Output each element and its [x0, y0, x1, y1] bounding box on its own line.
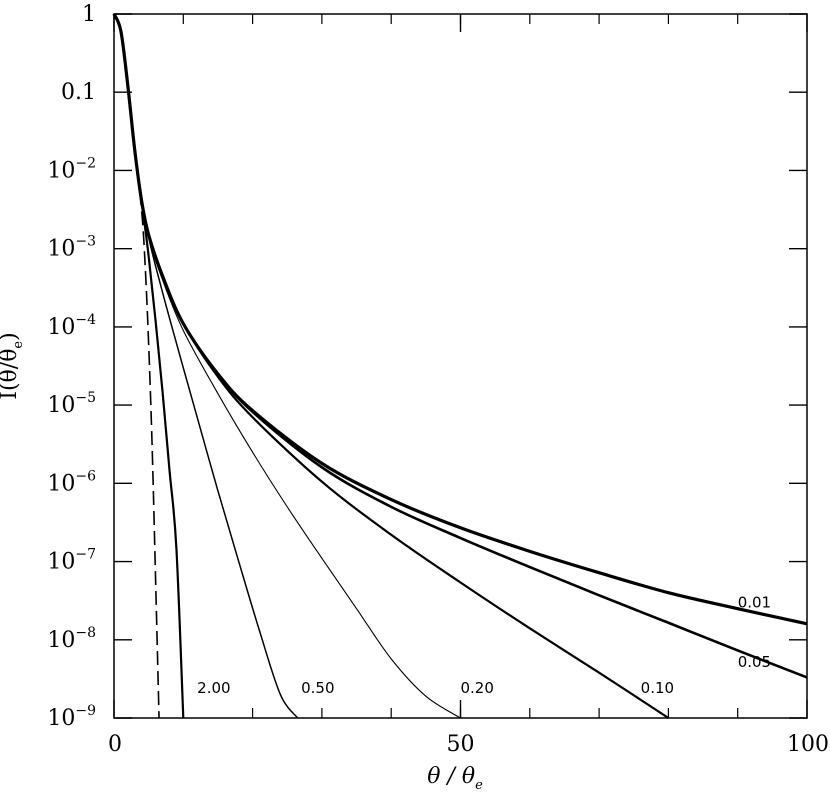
y-axis-title: I(θ/θe) [0, 332, 26, 399]
y-tick-label: 10−9 [47, 703, 96, 731]
y-tick-label: 0.1 [61, 80, 96, 105]
tick-labels: 0 50 100 1 0.1 10−2 10−3 10−4 10−5 10−6 10−7 10−8 10… [47, 2, 829, 757]
series-line-0-50 [113, 13, 299, 719]
y-tick-label: 10−3 [47, 234, 96, 262]
x-tick-label: 100 [787, 732, 829, 757]
series-line-0-01 [112, 13, 808, 626]
series-label: 0.50 [301, 679, 334, 697]
x-tick-label: 0 [108, 732, 122, 757]
y-tick-label: 1 [82, 2, 96, 27]
y-tick-label: 10−8 [47, 625, 96, 653]
series-label: 0.10 [641, 679, 674, 697]
series-line-0-20 [113, 13, 461, 719]
series-line-2-00 [112, 13, 185, 719]
series-line-0-05 [112, 13, 808, 679]
series-label: 0.01 [738, 593, 771, 611]
y-tick-label: 10−4 [47, 312, 96, 340]
series-label: 2.00 [197, 679, 230, 697]
plot-frame [113, 13, 808, 719]
series-line-0-10 [112, 13, 670, 719]
y-tick-label: 10−2 [47, 155, 96, 183]
x-tick-label: 50 [447, 732, 475, 757]
axis-ticks [113, 13, 808, 719]
y-tick-label: 10−7 [47, 547, 96, 575]
curves [112, 13, 808, 719]
curve-labels: 0.01 0.05 0.10 0.20 0.50 2.00 [197, 593, 771, 696]
x-axis-title: θ / θe [427, 764, 483, 793]
series-label: 0.20 [461, 679, 494, 697]
series-line-dashed [113, 13, 160, 719]
y-tick-label: 10−5 [47, 390, 96, 418]
series-label: 0.05 [738, 653, 771, 671]
y-tick-label: 10−6 [47, 468, 96, 496]
